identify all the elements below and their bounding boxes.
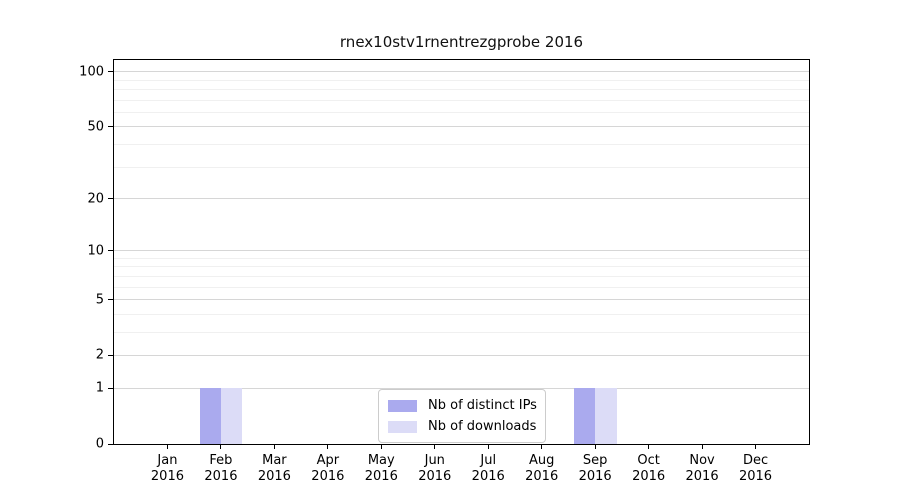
x-tick-mark: [380, 444, 382, 449]
y-tick-label: 0: [95, 436, 104, 452]
x-tick-label: Sep 2016: [578, 453, 612, 484]
y-tick-mark: [108, 126, 113, 128]
x-tick-label: Apr 2016: [311, 453, 345, 484]
y-tick-mark: [108, 443, 113, 445]
gridline-minor: [114, 89, 809, 91]
y-tick-mark: [108, 198, 113, 199]
x-tick-mark: [220, 444, 222, 449]
x-tick-mark: [594, 444, 596, 449]
gridline-major: [114, 354, 809, 356]
x-tick-label: Nov 2016: [685, 453, 719, 484]
x-tick-mark: [487, 444, 489, 449]
x-tick-label: Jun 2016: [418, 453, 452, 484]
gridline-major: [114, 250, 809, 252]
gridline-minor: [114, 144, 809, 146]
legend: Nb of distinct IPs Nb of downloads: [378, 389, 546, 443]
y-tick-mark: [108, 354, 113, 356]
x-tick-label: Feb 2016: [204, 453, 238, 484]
y-tick-label: 2: [95, 347, 104, 363]
chart-title: rnex10stv1rnentrezgprobe 2016: [339, 33, 584, 51]
x-tick-mark: [701, 444, 703, 449]
y-tick-label: 50: [87, 119, 104, 135]
legend-label-distinct-ips: Nb of distinct IPs: [428, 398, 537, 413]
y-tick-label: 100: [79, 64, 104, 80]
y-tick-mark: [108, 250, 113, 252]
x-tick-mark: [648, 444, 650, 449]
gridline-major: [114, 387, 809, 389]
plot-area: Nb of distinct IPs Nb of downloads 0 1 2 5 1…: [79, 59, 810, 484]
gridline-major: [114, 71, 809, 73]
x-tick-label: Oct 2016: [632, 453, 666, 484]
x-tick-mark: [273, 444, 275, 449]
bar-distinct-ips-feb: [199, 388, 221, 444]
gridline-minor: [114, 275, 809, 277]
legend-entry-downloads: Nb of downloads: [388, 419, 536, 434]
x-tick-label: Jan 2016: [150, 453, 184, 484]
x-tick-mark: [541, 444, 543, 449]
gridline-minor: [114, 112, 809, 114]
x-tick-mark: [755, 444, 757, 449]
bar-downloads-sep: [595, 388, 617, 444]
y-tick-mark: [108, 387, 113, 389]
gridline-minor: [114, 331, 809, 333]
x-tick-mark: [166, 444, 168, 449]
y-tick-mark: [108, 71, 113, 73]
bar-downloads-feb: [220, 388, 243, 444]
x-tick-mark: [327, 444, 329, 449]
legend-swatch-distinct-ips-icon: [388, 399, 417, 412]
bar-distinct-ips-sep: [573, 388, 596, 444]
legend-label-downloads: Nb of downloads: [428, 419, 537, 434]
gridline-minor: [114, 79, 809, 81]
gridline-minor: [114, 266, 809, 268]
x-tick-label: May 2016: [364, 453, 398, 484]
y-tick-label: 10: [87, 243, 104, 259]
gridline-major: [114, 126, 809, 128]
y-tick-label: 1: [95, 380, 104, 396]
gridline-minor: [114, 99, 809, 101]
y-tick-label: 5: [95, 292, 104, 308]
x-tick-label: Jul 2016: [471, 453, 505, 484]
gridline-major: [114, 299, 809, 301]
y-tick-mark: [108, 299, 113, 301]
x-tick-label: Aug 2016: [525, 453, 559, 484]
gridline-minor: [114, 166, 809, 168]
gridline-major: [114, 198, 809, 199]
y-tick-label: 20: [87, 191, 104, 206]
x-tick-label: Dec 2016: [738, 453, 773, 484]
gridline-minor: [114, 286, 809, 288]
gridline-minor: [114, 257, 809, 259]
gridline-minor: [114, 313, 809, 315]
x-tick-label: Mar 2016: [257, 453, 291, 484]
legend-swatch-downloads-icon: [388, 420, 417, 433]
legend-entry-distinct-ips: Nb of distinct IPs: [388, 398, 537, 413]
x-tick-mark: [434, 444, 436, 449]
